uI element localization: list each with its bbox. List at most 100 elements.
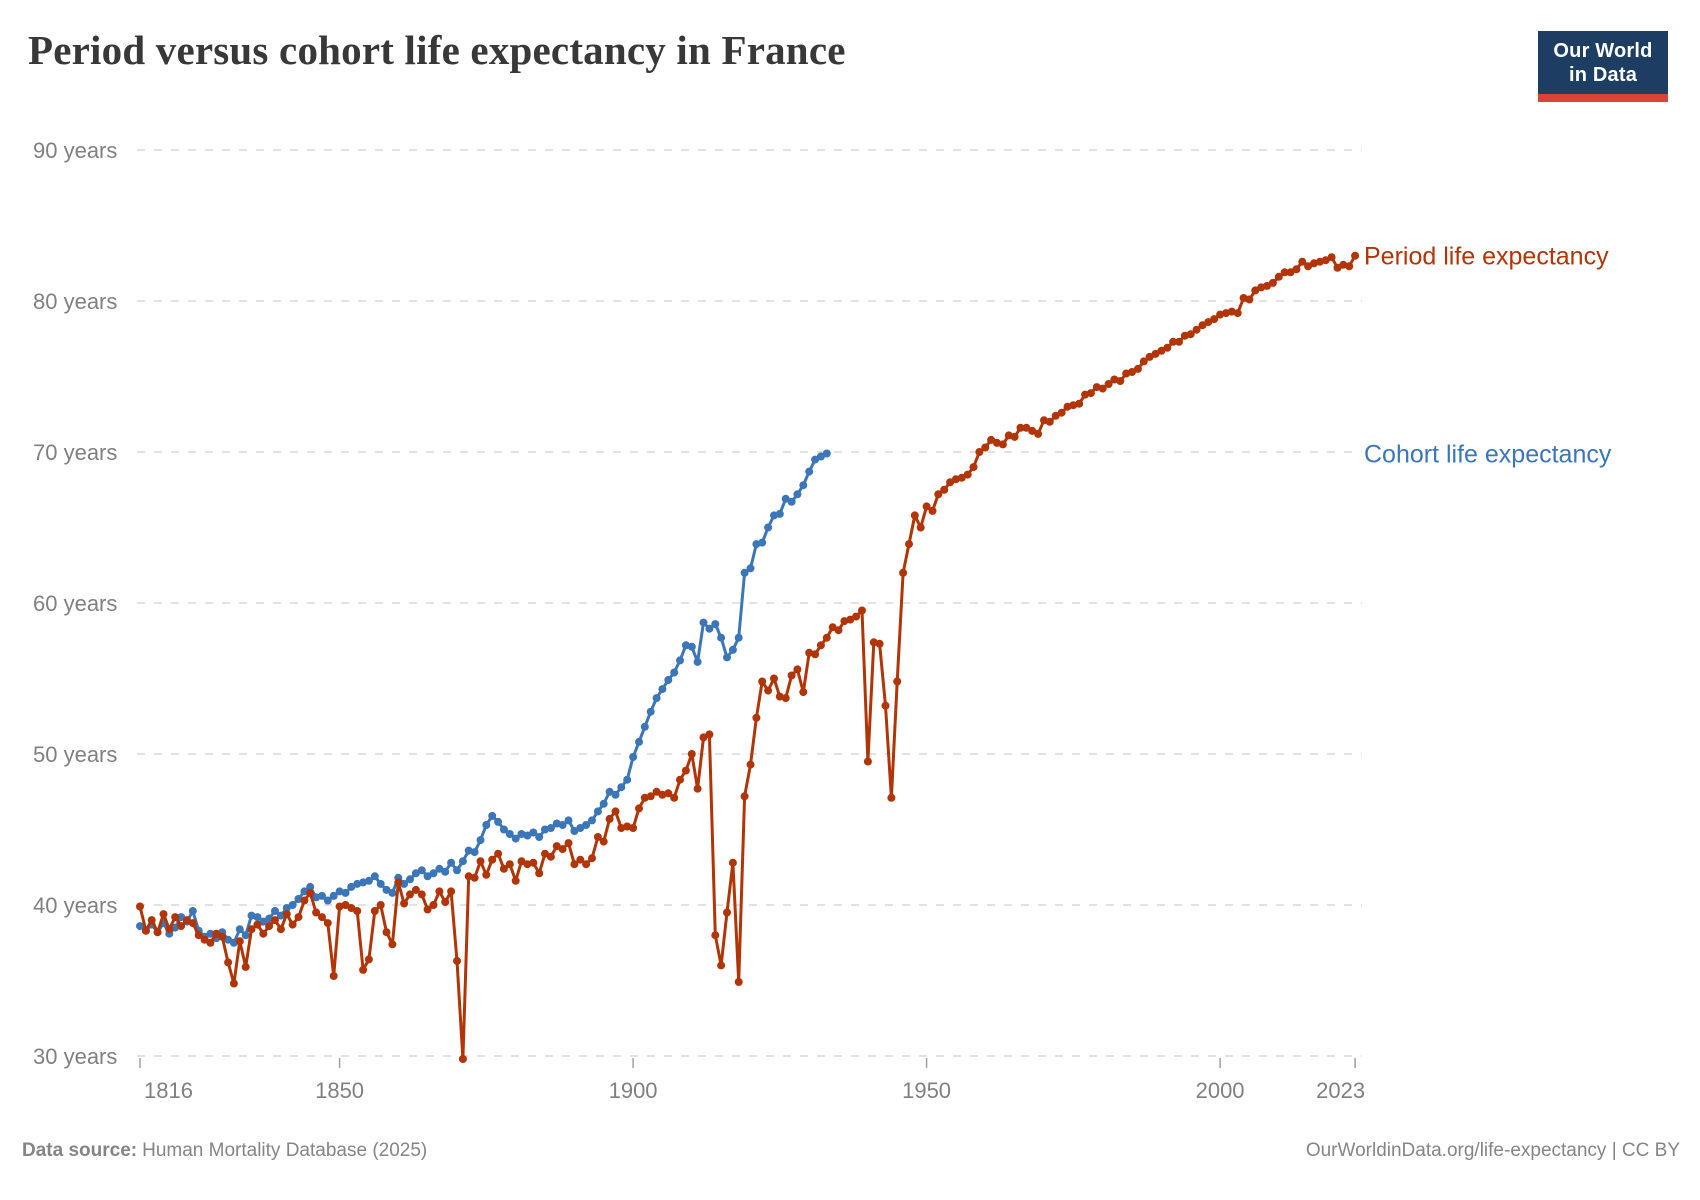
cohort-life-expectancy-point: [723, 653, 731, 662]
cohort-life-expectancy-point: [582, 821, 591, 829]
period-life-expectancy-point: [288, 920, 297, 929]
period-life-expectancy-point: [1045, 417, 1054, 426]
cohort-life-expectancy-point: [453, 866, 461, 875]
period-life-expectancy-point: [1280, 268, 1289, 277]
cohort-life-expectancy-point: [206, 929, 215, 938]
period-life-expectancy-point: [241, 962, 250, 971]
period-life-expectancy-point: [963, 470, 972, 479]
period-life-expectancy-point: [282, 910, 291, 919]
period-life-expectancy-point: [734, 978, 743, 986]
period-life-expectancy-point: [1251, 286, 1260, 295]
cohort-life-expectancy-point: [664, 676, 673, 684]
cohort-life-expectancy-point: [623, 775, 632, 784]
period-life-expectancy-point: [458, 1055, 467, 1063]
cohort-life-expectancy-point: [177, 913, 186, 922]
period-life-expectancy-point: [781, 694, 790, 703]
period-life-expectancy-point: [271, 916, 279, 925]
cohort-life-expectancy-point: [429, 869, 438, 878]
period-life-expectancy-point: [1233, 309, 1242, 318]
period-life-expectancy-point: [1292, 265, 1301, 274]
cohort-life-expectancy-point: [523, 831, 532, 840]
period-life-expectancy-point: [588, 854, 596, 863]
period-life-expectancy-point: [670, 793, 679, 802]
period-life-expectancy-point: [382, 928, 391, 937]
period-life-expectancy-point: [558, 845, 567, 854]
cohort-life-expectancy-point: [758, 538, 767, 547]
cohort-life-expectancy-point: [764, 523, 773, 532]
period-life-expectancy-point: [940, 485, 949, 494]
cohort-life-expectancy-point: [376, 879, 385, 888]
period-life-expectancy-point: [1175, 337, 1183, 346]
period-life-expectancy-point: [599, 837, 608, 846]
period-life-expectancy-point: [969, 463, 978, 472]
x-axis-label-2023: 2023: [1316, 1078, 1365, 1103]
period-life-expectancy-point: [1204, 318, 1213, 327]
period-life-expectancy-point: [1104, 380, 1113, 388]
cohort-life-expectancy-point: [693, 657, 702, 666]
period-life-expectancy-point: [546, 852, 555, 861]
cohort-life-expectancy-point: [235, 925, 244, 934]
period-life-expectancy-point: [306, 888, 315, 897]
period-life-expectancy-point: [141, 926, 150, 935]
period-life-expectancy-point: [1327, 253, 1336, 262]
cohort-life-expectancy-point: [658, 685, 667, 694]
period-life-expectancy-point: [910, 511, 919, 520]
cohort-life-expectancy-point: [611, 790, 620, 799]
period-life-expectancy-point: [699, 733, 708, 742]
period-life-expectancy-point: [746, 760, 755, 769]
period-life-expectancy-point: [928, 506, 937, 515]
period-life-expectancy-point: [147, 916, 156, 925]
period-life-expectancy-point: [1263, 281, 1271, 290]
y-axis-label-80: 80 years: [33, 289, 117, 314]
cohort-life-expectancy-point: [329, 891, 338, 900]
period-life-expectancy-point: [646, 792, 655, 801]
cohort-life-expectancy-point: [417, 866, 426, 875]
cohort-life-expectancy-point: [617, 783, 626, 792]
period-life-expectancy-point: [300, 896, 309, 905]
period-life-expectancy-point: [499, 864, 508, 873]
period-life-expectancy-point: [998, 440, 1007, 449]
cohort-life-expectancy-point: [822, 449, 831, 458]
cohort-life-expectancy-point: [535, 833, 544, 841]
period-life-expectancy-point: [177, 922, 186, 931]
cohort-life-expectancy-point: [588, 816, 596, 825]
cohort-life-expectancy-point: [805, 467, 814, 476]
cohort-life-expectancy-point: [699, 618, 708, 627]
period-life-expectancy-point: [218, 932, 227, 941]
cohort-life-expectancy-point: [447, 858, 456, 867]
period-life-expectancy-point: [470, 873, 479, 882]
period-life-expectancy-point: [294, 913, 303, 922]
period-life-expectancy-point: [1163, 343, 1172, 352]
period-life-expectancy-point: [323, 919, 332, 928]
period-life-expectancy-point: [1345, 262, 1354, 271]
period-life-expectancy-point: [758, 677, 767, 686]
cohort-life-expectancy-point: [599, 799, 608, 808]
period-life-expectancy-point: [693, 784, 702, 793]
period-life-expectancy-point: [541, 849, 549, 858]
period-life-expectancy-point: [370, 907, 379, 915]
period-life-expectancy-point: [764, 686, 773, 695]
y-axis-label-50: 50 years: [33, 742, 117, 767]
cohort-life-expectancy-point: [470, 848, 479, 857]
cohort-life-expectancy-point: [799, 481, 808, 490]
period-life-expectancy-point: [453, 956, 461, 965]
owid-logo[interactable]: Our World in Data: [1538, 31, 1668, 102]
cohort-life-expectancy-point: [558, 821, 567, 829]
period-life-expectancy-point: [312, 908, 321, 917]
period-life-expectancy-point: [1010, 432, 1019, 441]
period-life-expectancy-point: [153, 928, 162, 937]
license-attribution[interactable]: OurWorldinData.org/life-expectancy | CC …: [1305, 1140, 1680, 1161]
period-life-expectancy-point: [1298, 257, 1307, 266]
cohort-life-expectancy-point: [629, 753, 638, 761]
cohort-life-expectancy-point: [676, 656, 684, 665]
period-life-expectancy-point: [1192, 325, 1201, 334]
y-axis-label-60: 60 years: [33, 591, 117, 616]
cohort-life-expectancy-point: [370, 872, 379, 881]
period-life-expectancy-point: [1245, 295, 1254, 304]
period-life-expectancy-point: [1145, 352, 1154, 361]
cohort-life-expectancy-point: [652, 694, 661, 703]
period-life-expectancy-point: [887, 793, 896, 802]
x-axis-label-1850: 1850: [315, 1078, 364, 1103]
period-life-expectancy-point: [353, 907, 362, 915]
period-life-expectancy-point: [981, 443, 990, 452]
